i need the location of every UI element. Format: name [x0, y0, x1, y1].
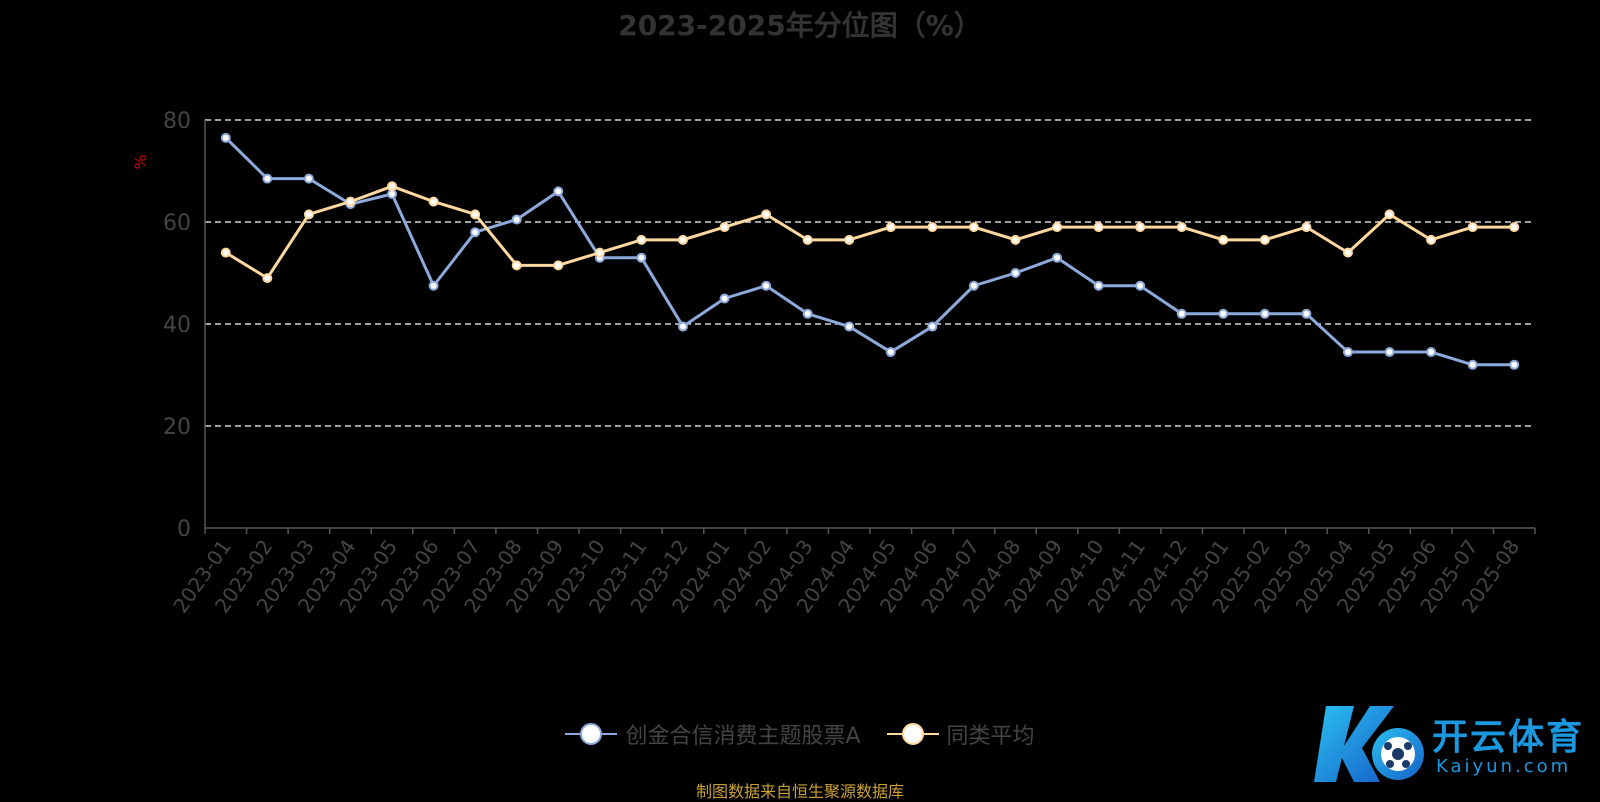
data-point: [553, 260, 564, 271]
data-point: [1467, 222, 1478, 233]
data-point: [802, 308, 813, 319]
data-point: [470, 227, 481, 238]
data-point: [968, 222, 979, 233]
data-point: [1426, 347, 1437, 358]
data-point: [594, 247, 605, 258]
legend-item-average[interactable]: 同类平均: [886, 718, 1035, 750]
data-point: [220, 132, 231, 143]
data-point: [1509, 222, 1520, 233]
source-note: 制图数据来自恒生聚源数据库: [695, 782, 904, 801]
watermark-brand: 开云体育: [1432, 717, 1585, 758]
data-point: [428, 196, 439, 207]
data-point: [1259, 234, 1270, 245]
data-point: [1093, 222, 1104, 233]
data-point: [1176, 308, 1187, 319]
data-point: [1467, 359, 1478, 370]
data-point: [927, 222, 938, 233]
data-point: [719, 293, 730, 304]
data-point: [636, 252, 647, 263]
y-tick-label: 80: [163, 109, 191, 134]
y-tick-label: 20: [163, 415, 191, 440]
data-point: [470, 209, 481, 220]
legend-label-average: 同类平均: [946, 724, 1035, 749]
data-point: [1135, 280, 1146, 291]
legend-item-fund[interactable]: 创金合信消费主题股票A: [565, 718, 861, 750]
data-point: [761, 209, 772, 220]
data-point: [303, 173, 314, 184]
data-point: [844, 234, 855, 245]
y-tick-label: 40: [163, 313, 191, 338]
grid-lines: [205, 119, 1535, 427]
series-1: [220, 132, 1520, 370]
data-point: [1093, 280, 1104, 291]
legend-label-fund: 创金合信消费主题股票A: [625, 724, 861, 749]
legend: 创金合信消费主题股票A 同类平均: [0, 718, 1600, 750]
series-line: [224, 184, 1515, 280]
data-point: [885, 347, 896, 358]
y-tick-label: 0: [177, 517, 191, 542]
data-point: [677, 321, 688, 332]
series-2: [220, 181, 1520, 284]
data-point: [1342, 247, 1353, 258]
data-point: [1052, 222, 1063, 233]
y-axis-label: %: [131, 154, 150, 169]
data-point: [1218, 308, 1229, 319]
data-point: [262, 173, 273, 184]
data-point: [1010, 234, 1021, 245]
data-point: [387, 181, 398, 192]
chart-title: 2023-2025年分位图（%）: [618, 9, 982, 42]
data-point: [927, 321, 938, 332]
data-point: [1384, 209, 1395, 220]
data-point: [802, 234, 813, 245]
axes: 0204060802023-012023-022023-032023-04202…: [163, 109, 1536, 617]
data-point: [345, 196, 356, 207]
data-point: [1259, 308, 1270, 319]
data-point: [428, 280, 439, 291]
data-point: [636, 234, 647, 245]
data-point: [1010, 268, 1021, 278]
data-point: [1135, 222, 1146, 233]
data-point: [885, 222, 896, 233]
data-point: [968, 280, 979, 291]
data-point: [303, 209, 314, 220]
watermark-logo-icon: [1314, 706, 1424, 782]
data-point: [761, 280, 772, 291]
data-point: [844, 321, 855, 332]
legend-swatch-average-icon: [886, 723, 939, 745]
data-point: [553, 186, 564, 197]
watermark-sub: Kaiyun.com: [1436, 756, 1572, 777]
legend-swatch-fund-icon: [565, 723, 618, 745]
data-point: [220, 247, 231, 258]
data-point: [1301, 222, 1312, 233]
data-point: [719, 222, 730, 233]
data-point: [511, 260, 522, 271]
data-point: [1384, 347, 1395, 358]
series-lines: [220, 132, 1520, 370]
data-point: [1426, 234, 1437, 245]
data-point: [1218, 234, 1229, 245]
data-point: [1052, 252, 1063, 263]
y-tick-label: 60: [163, 211, 191, 236]
data-point: [677, 234, 688, 245]
data-point: [1342, 347, 1353, 358]
data-point: [262, 273, 273, 284]
data-point: [1301, 308, 1312, 319]
series-line: [224, 136, 1515, 367]
data-point: [1509, 359, 1520, 370]
data-point: [511, 214, 522, 225]
data-point: [1176, 222, 1187, 233]
